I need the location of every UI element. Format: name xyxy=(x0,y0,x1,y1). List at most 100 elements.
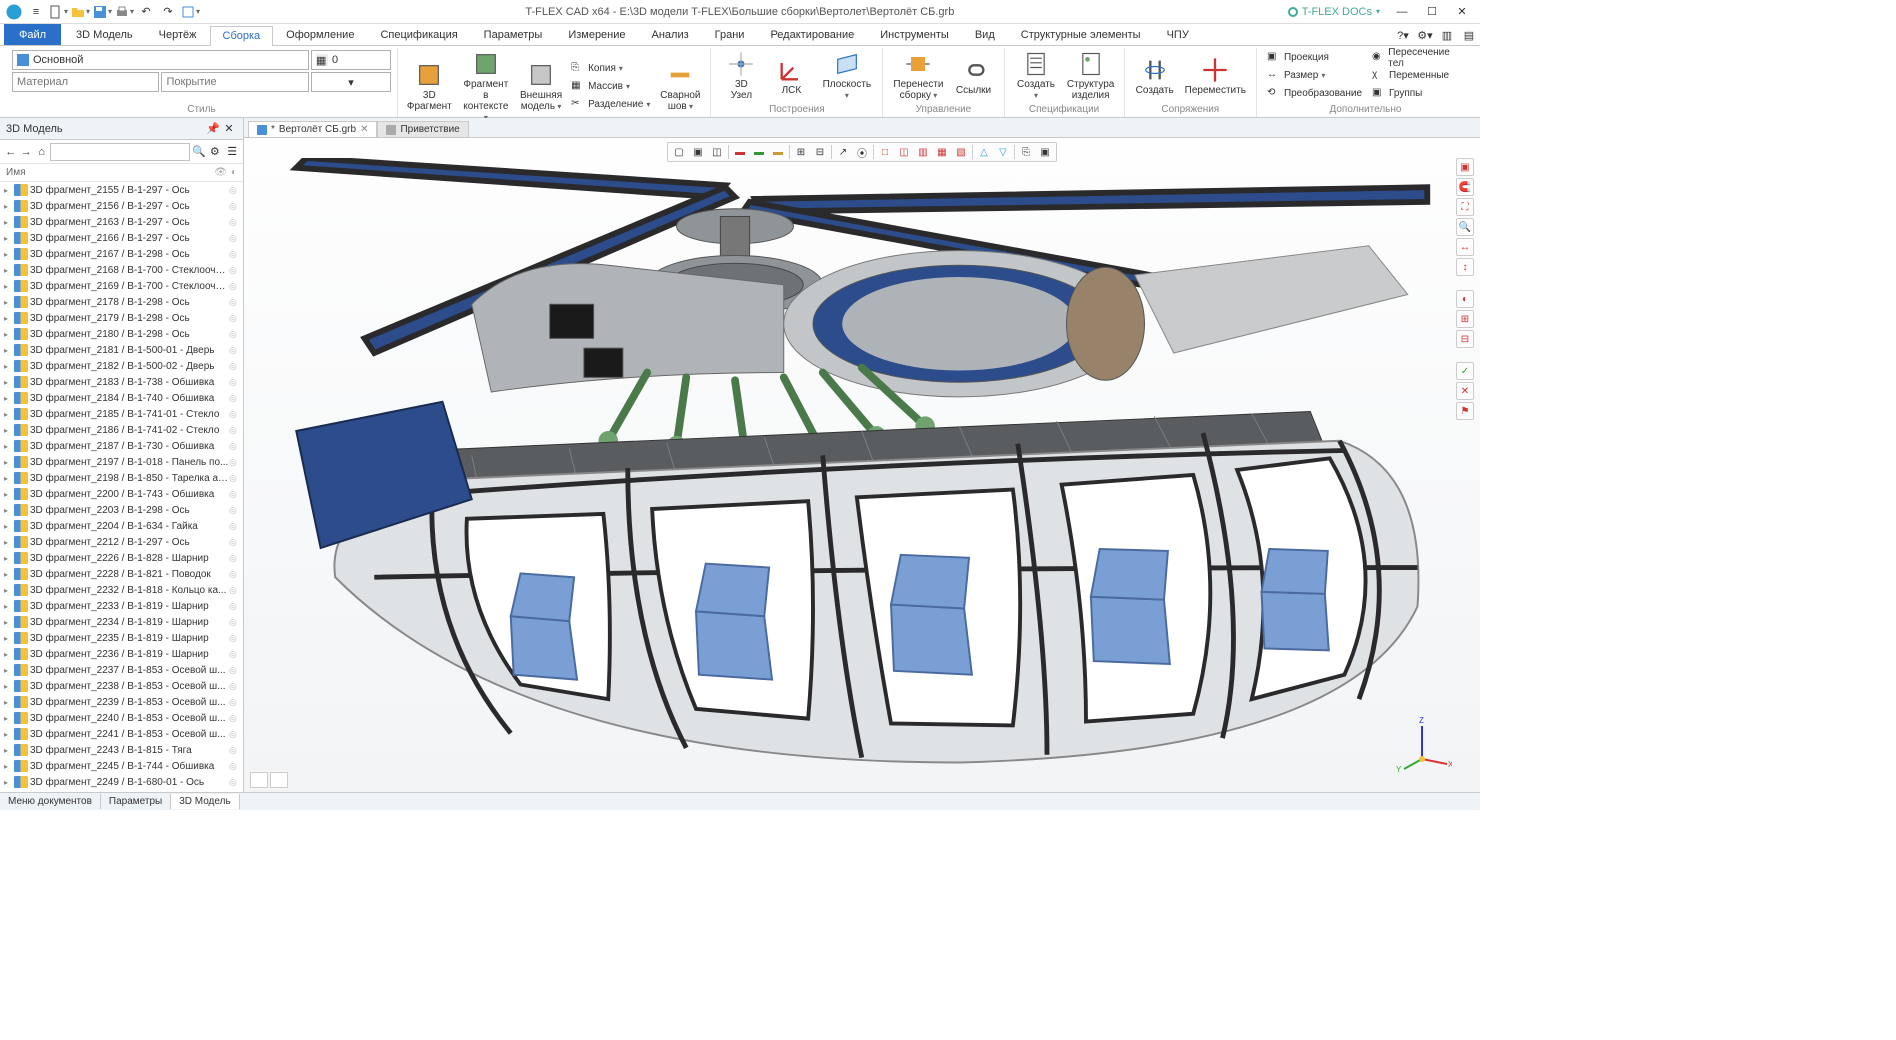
rt-magnet-icon[interactable]: 🧲 xyxy=(1456,178,1474,196)
nav-home-icon[interactable]: ⌂ xyxy=(35,143,48,161)
tree-item[interactable]: ▸3D фрагмент_2243 / В-1-815 - Тяга◎ xyxy=(0,742,243,758)
visibility-icon[interactable]: ◎ xyxy=(229,361,243,372)
tree-item[interactable]: ▸3D фрагмент_2181 / В-1-500-01 - Дверь◎ xyxy=(0,342,243,358)
tab-spec[interactable]: Спецификация xyxy=(367,25,470,45)
tab-cnc[interactable]: ЧПУ xyxy=(1154,25,1202,45)
material-combo[interactable] xyxy=(12,72,159,92)
btn-lcs[interactable]: ЛСК xyxy=(767,54,815,98)
tree-item[interactable]: ▸3D фрагмент_2178 / В-1-298 - Ось◎ xyxy=(0,294,243,310)
visibility-icon[interactable]: ◎ xyxy=(229,697,243,708)
tab-params[interactable]: Параметры xyxy=(471,25,556,45)
save-icon[interactable] xyxy=(92,2,112,22)
visibility-icon[interactable]: ◎ xyxy=(229,553,243,564)
panel-close-icon[interactable]: ✕ xyxy=(221,121,237,137)
tree-item[interactable]: ▸3D фрагмент_2168 / В-1-700 - Стеклоочи.… xyxy=(0,262,243,278)
tab-assembly[interactable]: Сборка xyxy=(210,26,274,46)
expand-icon[interactable]: ▸ xyxy=(4,570,14,579)
vmode-2[interactable] xyxy=(270,772,288,788)
settings-gear-icon[interactable]: ⚙▾ xyxy=(1414,25,1436,45)
visibility-icon[interactable]: ◎ xyxy=(229,201,243,212)
expand-icon[interactable]: ▸ xyxy=(4,378,14,387)
tree-item[interactable]: ▸3D фрагмент_2180 / В-1-298 - Ось◎ xyxy=(0,326,243,342)
expand-icon[interactable]: ▸ xyxy=(4,362,14,371)
expand-icon[interactable]: ▸ xyxy=(4,186,14,195)
expand-icon[interactable]: ▸ xyxy=(4,682,14,691)
minimize-button[interactable]: — xyxy=(1388,2,1416,22)
btn-size[interactable]: ↔Размер xyxy=(1263,67,1366,85)
visibility-icon[interactable]: ◎ xyxy=(229,377,243,388)
tree-item[interactable]: ▸3D фрагмент_2250 / В-1-680-02 - Ось◎ xyxy=(0,790,243,792)
tree-item[interactable]: ▸3D фрагмент_2235 / В-1-819 - Шарнир◎ xyxy=(0,630,243,646)
help-icon[interactable]: ?▾ xyxy=(1392,25,1414,45)
btab-params[interactable]: Параметры xyxy=(101,794,171,809)
expand-icon[interactable]: ▸ xyxy=(4,426,14,435)
tab-3dmodel[interactable]: 3D Модель xyxy=(63,25,146,45)
tree-item[interactable]: ▸3D фрагмент_2232 / В-1-818 - Кольцо ка.… xyxy=(0,582,243,598)
new-file-icon[interactable] xyxy=(48,2,68,22)
3d-canvas[interactable]: ▢ ▣ ◫ ▬ ▬ ▬ ⊞ ⊟ ↗ ⦿ □ ◫ ▥ ▦ ▧ △ xyxy=(244,138,1480,792)
tab-analysis[interactable]: Анализ xyxy=(639,25,702,45)
btn-3d-node[interactable]: 3D Узел xyxy=(717,48,765,103)
tree-item[interactable]: ▸3D фрагмент_2182 / В-1-500-02 - Дверь◎ xyxy=(0,358,243,374)
coating-combo[interactable] xyxy=(161,72,308,92)
tree-item[interactable]: ▸3D фрагмент_2212 / В-1-297 - Ось◎ xyxy=(0,534,243,550)
expand-icon[interactable]: ▸ xyxy=(4,330,14,339)
expand-icon[interactable]: ▸ xyxy=(4,746,14,755)
tab-tools[interactable]: Инструменты xyxy=(867,25,962,45)
btn-split[interactable]: ✂Разделение xyxy=(567,96,654,114)
expand-icon[interactable]: ▸ xyxy=(4,282,14,291)
tree-item[interactable]: ▸3D фрагмент_2238 / В-1-853 - Осевой ш..… xyxy=(0,678,243,694)
expand-icon[interactable]: ▸ xyxy=(4,554,14,563)
visibility-icon[interactable]: ◎ xyxy=(229,761,243,772)
visibility-icon[interactable]: ◎ xyxy=(229,537,243,548)
tab-file[interactable]: Файл xyxy=(4,24,61,45)
material-input[interactable] xyxy=(17,76,154,88)
visibility-icon[interactable]: ◎ xyxy=(229,745,243,756)
col-extra-icon[interactable]: ◐ xyxy=(231,167,237,178)
style-spin[interactable]: ▦0 xyxy=(311,50,391,70)
tab-drawing[interactable]: Чертёж xyxy=(146,25,210,45)
btn-spec-create[interactable]: Создать xyxy=(1011,48,1062,103)
visibility-icon[interactable]: ◎ xyxy=(229,409,243,420)
panel1-icon[interactable]: ▥ xyxy=(1436,25,1458,45)
tree-item[interactable]: ▸3D фрагмент_2237 / В-1-853 - Осевой ш..… xyxy=(0,662,243,678)
visibility-icon[interactable]: ◎ xyxy=(229,217,243,228)
expand-icon[interactable]: ▸ xyxy=(4,474,14,483)
expand-icon[interactable]: ▸ xyxy=(4,634,14,643)
tree-search-input[interactable] xyxy=(50,143,190,161)
tree-item[interactable]: ▸3D фрагмент_2240 / В-1-853 - Осевой ш..… xyxy=(0,710,243,726)
tree-item[interactable]: ▸3D фрагмент_2198 / В-1-850 - Тарелка ав… xyxy=(0,470,243,486)
btn-spec-struct[interactable]: Структура изделия xyxy=(1064,48,1118,103)
tree-item[interactable]: ▸3D фрагмент_2186 / В-1-741-02 - Стекло◎ xyxy=(0,422,243,438)
tree-item[interactable]: ▸3D фрагмент_2239 / В-1-853 - Осевой ш..… xyxy=(0,694,243,710)
tree-item[interactable]: ▸3D фрагмент_2245 / В-1-744 - Обшивка◎ xyxy=(0,758,243,774)
btn-mate-create[interactable]: Создать xyxy=(1131,54,1179,98)
visibility-icon[interactable]: ◎ xyxy=(229,569,243,580)
visibility-icon[interactable]: ◎ xyxy=(229,313,243,324)
tree-item[interactable]: ▸3D фрагмент_2234 / В-1-819 - Шарнир◎ xyxy=(0,614,243,630)
visibility-icon[interactable]: ◎ xyxy=(229,457,243,468)
tree-item[interactable]: ▸3D фрагмент_2197 / В-1-018 - Панель по.… xyxy=(0,454,243,470)
maximize-button[interactable]: ☐ xyxy=(1418,2,1446,22)
doc-tab-active[interactable]: * Вертолёт СБ.grb ✕ xyxy=(248,121,377,137)
tree-item[interactable]: ▸3D фрагмент_2169 / В-1-700 - Стеклоочи.… xyxy=(0,278,243,294)
btn-3d-fragment[interactable]: 3D Фрагмент xyxy=(404,59,455,114)
visibility-icon[interactable]: ◎ xyxy=(229,601,243,612)
expand-icon[interactable]: ▸ xyxy=(4,298,14,307)
tab-design[interactable]: Оформление xyxy=(273,25,367,45)
tab-measure[interactable]: Измерение xyxy=(555,25,638,45)
open-file-icon[interactable] xyxy=(70,2,90,22)
rt-zoomfit-icon[interactable]: ⛶ xyxy=(1456,198,1474,216)
tree-item[interactable]: ▸3D фрагмент_2241 / В-1-853 - Осевой ш..… xyxy=(0,726,243,742)
visibility-icon[interactable]: ◎ xyxy=(229,425,243,436)
tab-faces[interactable]: Грани xyxy=(702,25,758,45)
expand-icon[interactable]: ▸ xyxy=(4,650,14,659)
btn-links[interactable]: Ссылки xyxy=(950,54,998,98)
tree-item[interactable]: ▸3D фрагмент_2166 / В-1-297 - Ось◎ xyxy=(0,230,243,246)
model-tree[interactable]: ▸3D фрагмент_2155 / В-1-297 - Ось◎▸3D фр… xyxy=(0,182,243,792)
visibility-icon[interactable]: ◎ xyxy=(229,505,243,516)
tab-edit[interactable]: Редактирование xyxy=(757,25,867,45)
rt-hidden-icon[interactable]: ⊟ xyxy=(1456,330,1474,348)
expand-icon[interactable]: ▸ xyxy=(4,730,14,739)
rt-check-icon[interactable]: ✓ xyxy=(1456,362,1474,380)
